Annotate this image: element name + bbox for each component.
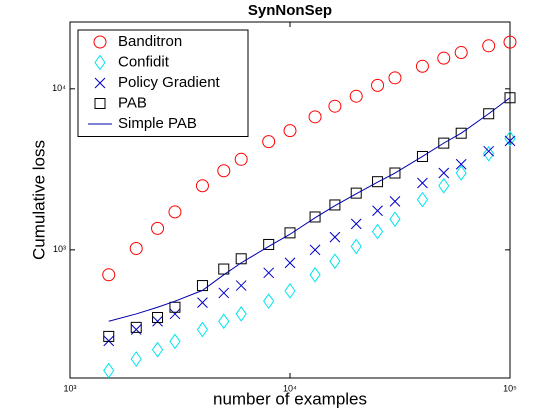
marker-diamond <box>504 130 516 147</box>
marker-x <box>350 218 362 230</box>
x-tick-label: 10⁵ <box>503 383 517 393</box>
chart-title: SynNonSep <box>248 2 332 19</box>
marker-circle <box>308 110 322 124</box>
marker-diamond <box>151 341 164 358</box>
marker-diamond <box>389 211 401 228</box>
marker-square <box>329 199 341 211</box>
marker-square <box>438 137 450 149</box>
marker-x <box>455 158 467 170</box>
marker-square <box>309 211 321 223</box>
marker-x <box>169 308 181 320</box>
marker-circle <box>168 205 182 219</box>
marker-x <box>372 205 383 217</box>
marker-square <box>483 108 495 120</box>
marker-x <box>483 145 495 157</box>
marker-circle <box>93 35 107 49</box>
marker-x <box>438 167 450 179</box>
marker-square <box>389 167 401 179</box>
marker-x <box>94 77 106 89</box>
marker-circle <box>371 78 385 92</box>
marker-circle <box>482 39 496 53</box>
marker-diamond <box>94 54 106 71</box>
marker-square <box>284 227 296 239</box>
marker-square <box>372 176 384 188</box>
y-tick-label: 10³ <box>53 244 66 254</box>
marker-diamond <box>438 177 450 194</box>
marker-x <box>152 315 163 327</box>
legend-label: Policy Gradient <box>118 74 221 91</box>
marker-diamond <box>196 321 209 338</box>
marker-square <box>103 330 115 342</box>
marker-square <box>130 321 142 333</box>
marker-square <box>416 150 428 162</box>
marker-x <box>329 231 341 243</box>
marker-diamond <box>371 223 384 240</box>
y-tick-label: 10⁴ <box>52 83 66 93</box>
marker-x <box>417 177 428 189</box>
marker-diamond <box>218 313 230 330</box>
marker-x <box>103 335 115 347</box>
marker-square <box>94 98 106 109</box>
legend-label: Confidit <box>118 53 170 70</box>
marker-diamond <box>416 191 429 208</box>
marker-diamond <box>455 165 467 181</box>
marker-square <box>235 253 247 265</box>
marker-circle <box>262 135 276 149</box>
marker-diamond <box>169 333 181 350</box>
marker-circle <box>195 179 209 193</box>
marker-circle <box>415 59 429 73</box>
marker-x <box>235 280 247 291</box>
marker-circle <box>349 89 363 103</box>
marker-circle <box>454 46 468 60</box>
marker-x <box>284 257 296 269</box>
marker-circle <box>283 124 297 138</box>
marker-circle <box>129 241 143 255</box>
marker-circle <box>503 35 517 49</box>
x-axis-label: number of examples <box>213 389 367 408</box>
legend-label: Simple PAB <box>118 115 197 132</box>
marker-square <box>455 127 467 139</box>
marker-x <box>218 287 230 299</box>
marker-x <box>309 244 321 256</box>
marker-diamond <box>130 351 142 367</box>
marker-circle <box>328 99 342 113</box>
marker-diamond <box>263 293 275 310</box>
marker-diamond <box>309 266 321 283</box>
marker-circle <box>437 51 451 65</box>
marker-square <box>504 92 516 104</box>
marker-diamond <box>350 238 362 255</box>
marker-x <box>197 297 208 308</box>
marker-square <box>218 263 230 275</box>
y-axis-label: Cumulative loss <box>29 140 48 260</box>
marker-circle <box>217 164 231 178</box>
marker-square <box>350 187 362 199</box>
marker-circle <box>388 71 402 85</box>
marker-circle <box>234 152 248 166</box>
x-tick-label: 10³ <box>63 383 76 393</box>
marker-diamond <box>235 306 247 322</box>
x-tick-label: 10⁴ <box>283 383 297 393</box>
marker-x <box>263 267 275 279</box>
legend-box <box>77 29 249 137</box>
marker-diamond <box>329 253 341 270</box>
marker-square <box>169 301 181 313</box>
marker-diamond <box>284 283 296 299</box>
marker-square <box>152 312 164 324</box>
marker-diamond <box>483 145 495 162</box>
legend-label: Banditron <box>118 33 182 50</box>
series-line <box>108 97 511 322</box>
marker-x <box>389 196 401 207</box>
marker-diamond <box>103 362 115 379</box>
legend-label: PAB <box>118 94 147 111</box>
marker-circle <box>102 268 116 282</box>
marker-square <box>263 238 275 250</box>
marker-circle <box>151 221 165 235</box>
marker-x <box>504 135 516 147</box>
